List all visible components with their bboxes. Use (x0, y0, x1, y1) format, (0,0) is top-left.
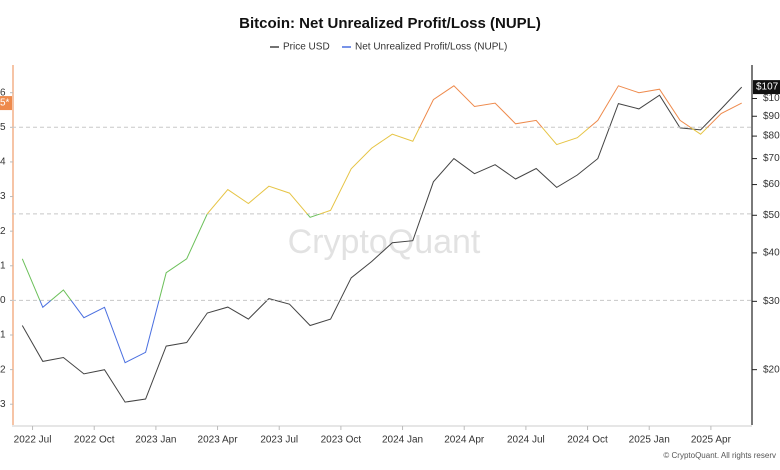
x-tick-label: 2023 Jan (135, 435, 176, 446)
x-tick-label: 2022 Jul (14, 435, 52, 446)
x-tick-label: 2023 Apr (198, 435, 239, 446)
last-value-label: 5* (0, 98, 10, 109)
x-tick-label: 2023 Oct (321, 435, 362, 446)
y-tick-label: 3 (0, 399, 6, 410)
last-value-label: $107 (756, 82, 779, 93)
legend-label: Price USD (283, 42, 330, 53)
y-tick-label: 5 (0, 122, 6, 133)
y2-tick-label: $20 (763, 364, 780, 375)
y-tick-label: 2 (0, 364, 6, 375)
y-tick-label: 1 (0, 330, 6, 341)
y-tick-label: 4 (0, 157, 6, 168)
last-value-box (0, 96, 12, 111)
y-tick-label: 1 (0, 260, 6, 271)
y2-tick-label: $50 (763, 210, 780, 221)
x-tick-label: 2022 Oct (74, 435, 115, 446)
footer: © CryptoQuant. All rights reserv (663, 451, 776, 460)
y2-tick-label: $80 (763, 131, 780, 142)
y2-tick-label: $90 (763, 111, 780, 122)
x-tick-label: 2023 Jul (260, 435, 298, 446)
chart-title: Bitcoin: Net Unrealized Profit/Loss (NUP… (239, 15, 541, 32)
x-tick-label: 2024 Jul (507, 435, 545, 446)
y2-tick-label: $30 (763, 296, 780, 307)
y-tick-label: 0 (0, 295, 6, 306)
y-tick-label: 3 (0, 191, 6, 202)
legend-label: Net Unrealized Profit/Loss (NUPL) (355, 42, 507, 53)
x-tick-label: 2024 Jan (382, 435, 423, 446)
y2-tick-label: $10 (763, 93, 780, 104)
watermark: CryptoQuant (288, 223, 481, 261)
series-line (21, 86, 743, 403)
y-tick-label: 2 (0, 226, 6, 237)
x-tick-label: 2025 Jan (629, 435, 670, 446)
x-tick-label: 2024 Oct (567, 435, 608, 446)
y2-tick-label: $70 (763, 153, 780, 164)
x-tick-label: 2025 Apr (691, 435, 732, 446)
y2-tick-label: $60 (763, 179, 780, 190)
y-tick-label: 6 (0, 87, 6, 98)
x-tick-label: 2024 Apr (444, 435, 485, 446)
y2-tick-label: $40 (763, 248, 780, 259)
series-line (21, 85, 742, 364)
last-value-box (753, 80, 780, 95)
